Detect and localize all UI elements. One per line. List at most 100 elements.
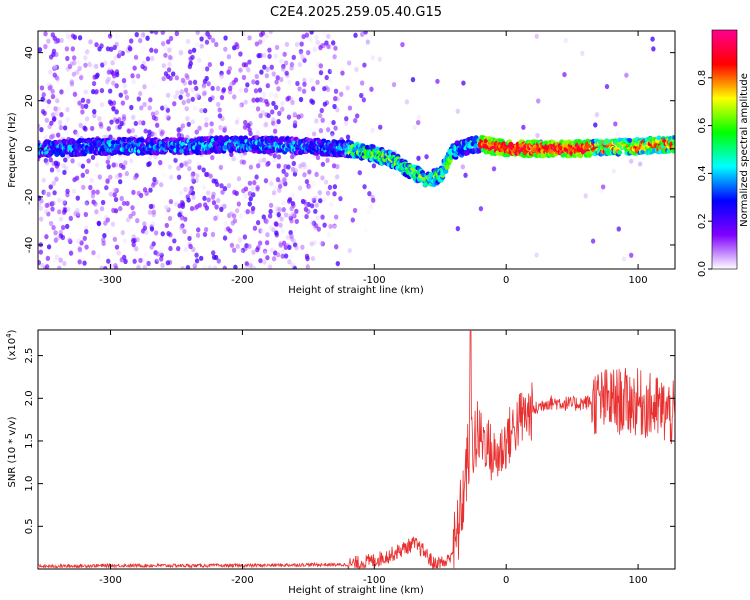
spectrogram-cell (83, 62, 88, 68)
spectrogram-cell (203, 226, 209, 233)
spectrogram-cell (92, 113, 97, 119)
spectrogram-cell (94, 209, 99, 215)
spectrogram-cell (123, 258, 128, 265)
spectrogram-cell (77, 65, 82, 72)
spectrogram-cell (89, 63, 95, 69)
spectrogram-cell (282, 51, 287, 57)
spectrogram-cell (613, 121, 618, 127)
spectrogram-cell (274, 44, 280, 51)
spectrogram-cell (194, 252, 199, 258)
spectrogram-cell (331, 40, 336, 46)
spectrogram-cell (190, 54, 195, 60)
spectrogram-cell (190, 172, 195, 179)
spectrogram-cell (165, 107, 171, 113)
snr-scale-text: (x10 (7, 338, 18, 361)
spectrogram-cell (309, 196, 315, 203)
spectrogram-cell (334, 174, 340, 180)
spectrogram-cell (258, 258, 263, 264)
spectrogram-cell (114, 83, 119, 89)
spectrogram-cell (120, 100, 126, 106)
spectrogram-cell (308, 36, 313, 43)
spectrogram-cell (583, 193, 588, 199)
spectrogram-cell (50, 133, 56, 139)
spectrogram-cell (112, 192, 117, 198)
spectrogram-cell (107, 88, 113, 94)
spectrogram-cell (77, 35, 83, 41)
spectrogram-cell (194, 42, 200, 48)
spectrogram-cell (205, 171, 210, 178)
spectrogram-cell (67, 63, 73, 70)
spectrogram-cell (186, 121, 192, 127)
spectrogram-cell (315, 163, 321, 169)
spectrogram-cell (153, 154, 158, 160)
spectrogram-cell (82, 235, 87, 242)
spectrogram-cell (264, 240, 270, 246)
spectrogram-cell (82, 260, 87, 266)
spectrogram-cell (220, 189, 225, 195)
spectrogram-cell (563, 38, 568, 44)
spectrogram-cell (271, 117, 276, 123)
spectrogram-cell (276, 86, 281, 92)
spectrogram-cell (280, 253, 285, 259)
spectrogram-cell (77, 259, 82, 265)
spectrogram-cell (108, 134, 113, 140)
spectrogram-cell (89, 125, 95, 132)
spectrogram-cell (273, 122, 278, 128)
spectrogram-cell (73, 98, 78, 105)
spectrogram-cell (207, 265, 212, 269)
spectrogram-cell (210, 194, 216, 200)
spectrogram-cell (115, 118, 120, 125)
spectrogram-cell (115, 33, 120, 39)
spectrogram-cell (322, 131, 327, 137)
spectrogram-cell (276, 119, 281, 125)
spectrogram-cell (371, 197, 376, 203)
spectrogram-cell (96, 221, 102, 227)
spectrogram-cell (56, 167, 61, 173)
spectrogram-cell (168, 174, 174, 180)
snr-line (38, 330, 675, 569)
spectrogram-cell (57, 265, 62, 269)
spectrogram-cell (244, 261, 250, 267)
spectrogram-cell (259, 69, 264, 75)
spectrogram-cell (209, 121, 214, 127)
spectrogram-cell (202, 265, 207, 269)
spectrogram-cell (264, 121, 269, 127)
spectrogram-cell (62, 200, 68, 206)
colorbar: 0.0 0.2 0.4 0.6 0.8 Normalized spectral ampl… (697, 29, 750, 277)
spectrogram-cell (83, 201, 88, 207)
spectrogram-cell (369, 203, 374, 210)
spectrogram-cell (333, 45, 338, 51)
spectrogram-cell (335, 164, 340, 170)
spectrogram-cell (114, 173, 120, 180)
spectrogram-cell (301, 161, 307, 168)
spectrogram-cell (135, 218, 140, 224)
spectrogram-cell (251, 265, 257, 269)
spectrogram-cell (331, 163, 337, 169)
spectrogram-cell (136, 263, 141, 269)
spectrogram-cell (338, 196, 343, 202)
spectrogram-cell (130, 205, 135, 211)
spectrogram-cell (286, 50, 292, 57)
spectrogram-cell (238, 87, 244, 94)
spectrogram-cell (247, 191, 253, 197)
spectrogram-cell (292, 213, 297, 219)
spectrogram-cell (83, 103, 89, 109)
spectrogram-cell (219, 61, 225, 67)
spectrogram-cell (183, 216, 188, 222)
spectrogram-cell (330, 131, 335, 137)
spectrogram-cell (112, 73, 117, 79)
spectrogram-cell (90, 89, 96, 95)
spectrogram-cell (155, 77, 160, 83)
spectrogram-cell (309, 77, 314, 83)
spectrogram-cell (142, 221, 147, 227)
spectrogram-cell (88, 39, 93, 45)
spectrogram-cell (315, 215, 320, 221)
spectrogram-cell (317, 113, 323, 119)
spectrogram-cell (251, 79, 256, 85)
spectrogram-cell (105, 178, 110, 185)
spectrogram-cell (110, 140, 117, 145)
spectrogram-cell (180, 223, 185, 229)
spectrogram-cell (255, 106, 261, 112)
